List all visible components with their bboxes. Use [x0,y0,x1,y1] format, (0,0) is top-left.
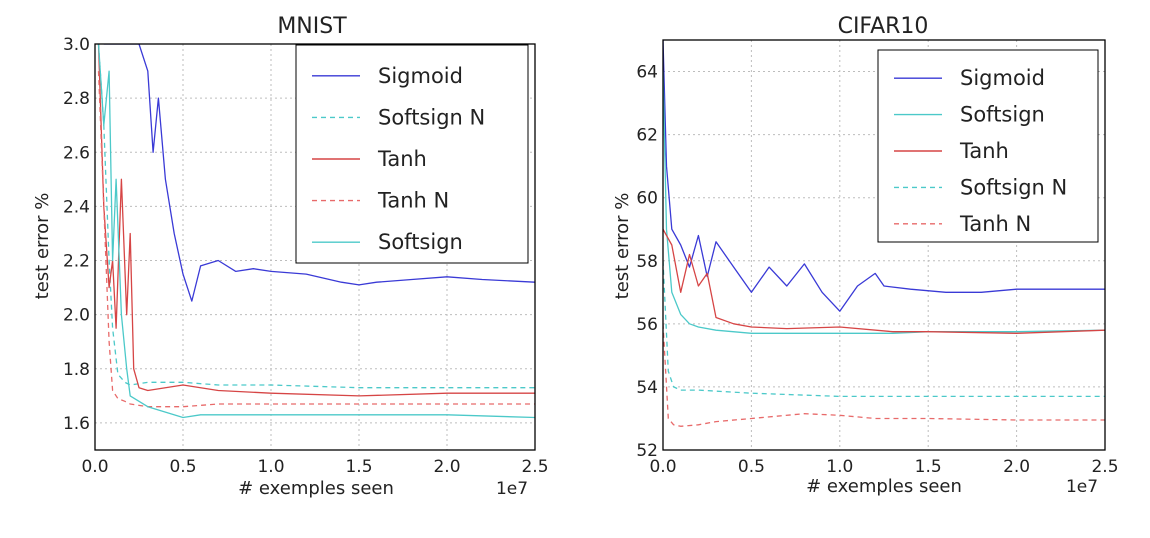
mnist-ytick-7: 3.0 [63,35,90,55]
mnist-xtick-3: 1.5 [345,457,372,477]
cifar10-series-2 [663,228,1105,334]
mnist-series-2 [97,44,535,397]
mnist-ylabel: test error % [32,193,53,300]
mnist-chart: MNIST test error % # exemples seen 1e7 0… [32,14,549,499]
cifar10-ylabel: test error % [612,193,633,300]
cifar10-legend-label-2: Tanh [959,139,1009,163]
mnist-xtick-4: 2.0 [433,457,460,477]
cifar10-chart: CIFAR10 test error % # exemples seen 1e7… [612,14,1119,497]
mnist-series-1 [97,44,535,389]
mnist-x-offset: 1e7 [496,479,528,499]
mnist-xtick-1: 0.5 [169,457,196,477]
cifar10-ytick-4: 60 [636,189,658,209]
cifar10-ytick-1: 54 [636,378,658,398]
mnist-ytick-0: 1.6 [63,414,90,434]
cifar10-xlabel: # exemples seen [806,476,962,497]
mnist-xtick-2: 1.0 [257,457,284,477]
cifar10-legend-label-4: Tanh N [959,212,1031,236]
mnist-title: MNIST [277,14,347,39]
mnist-legend [295,44,529,264]
cifar10-xtick-1: 0.5 [738,457,765,477]
mnist-legend-label-3: Tanh N [377,189,449,213]
cifar10-series-3 [663,260,1105,398]
cifar10-x-offset: 1e7 [1066,477,1098,497]
cifar10-legend-label-1: Softsign [960,103,1045,127]
cifar10-plot-frame [662,39,1106,451]
cifar10-series-4 [663,323,1105,427]
mnist-xtick-0: 0.0 [81,457,108,477]
mnist-series-3 [97,71,535,408]
cifar10-ytick-6: 64 [636,63,658,83]
cifar10-title: CIFAR10 [838,14,929,39]
cifar10-xtick-5: 2.5 [1091,457,1118,477]
cifar10-xtick-3: 1.5 [915,457,942,477]
mnist-ytick-6: 2.8 [63,89,90,109]
mnist-ytick-4: 2.4 [63,197,90,217]
cifar10-ytick-2: 56 [636,315,658,335]
mnist-legend-label-2: Tanh [377,147,427,171]
mnist-ytick-1: 1.8 [63,360,90,380]
mnist-ytick-3: 2.2 [63,252,90,272]
cifar10-ytick-0: 52 [636,441,658,461]
mnist-xtick-5: 2.5 [521,457,548,477]
cifar10-xtick-2: 1.0 [826,457,853,477]
mnist-series-0 [103,44,535,302]
mnist-plot-frame [94,43,536,451]
mnist-ytick-5: 2.6 [63,143,90,163]
cifar10-xtick-0: 0.0 [649,457,676,477]
mnist-ytick-2: 2.0 [63,306,90,326]
cifar10-ytick-5: 62 [636,126,658,146]
cifar10-legend-label-0: Sigmoid [960,66,1045,90]
mnist-series-4 [97,44,535,419]
cifar10-legend-label-3: Softsign N [960,175,1067,199]
mnist-legend-label-1: Softsign N [378,105,485,129]
cifar10-legend [877,49,1099,243]
mnist-xlabel: # exemples seen [238,478,394,499]
mnist-legend-label-0: Sigmoid [378,64,463,88]
cifar10-ytick-3: 58 [636,252,658,272]
cifar10-xtick-4: 2.0 [1003,457,1030,477]
mnist-legend-label-4: Softsign [378,230,463,254]
